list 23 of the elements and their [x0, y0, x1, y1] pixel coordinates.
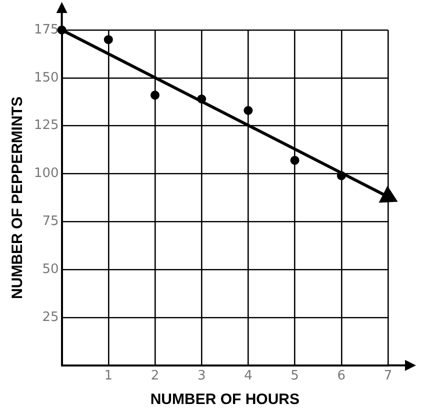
x-tick-label: 1: [104, 368, 113, 384]
point: [336, 171, 346, 180]
y-tick-label: 150: [34, 70, 59, 86]
y-tick-label: 175: [34, 22, 59, 38]
point: [290, 156, 300, 165]
x-tick-label: 2: [150, 368, 160, 384]
y-tick-label: 125: [34, 118, 59, 134]
point: [197, 94, 206, 104]
x-tick-label: 5: [290, 368, 299, 384]
y-tick-label: 50: [42, 262, 59, 277]
point: [244, 106, 253, 115]
point: [150, 90, 160, 100]
point: [104, 35, 113, 44]
x-tick-label: 4: [244, 368, 252, 384]
y-tick-label: 75: [42, 214, 59, 230]
x-tick-label: 7: [384, 368, 392, 384]
y-tick-label: 100: [34, 166, 59, 182]
x-axis-title: NUMBER OF HOURS: [150, 391, 300, 408]
x-tick-label: 6: [337, 368, 346, 384]
x-tick-label: 3: [197, 368, 206, 384]
y-tick-label: 25: [42, 310, 59, 325]
point: [380, 187, 397, 203]
y-axis-title: NUMBER OF PEPPERMINTS: [9, 96, 26, 299]
